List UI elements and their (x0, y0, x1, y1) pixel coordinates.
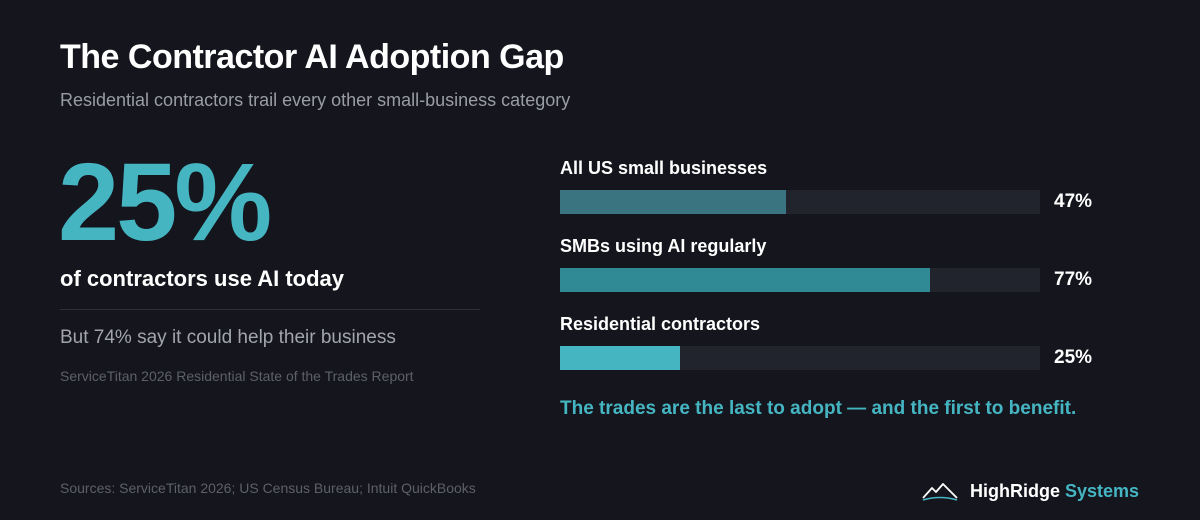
headline-stat-value: 25% (58, 141, 272, 264)
brand-logo: HighRidge Systems (922, 478, 1139, 504)
page-title: The Contractor AI Adoption Gap (60, 38, 564, 76)
bar-value-label: 25% (1054, 347, 1093, 368)
sources-footnote: Sources: ServiceTitan 2026; US Census Bu… (60, 480, 476, 496)
bar-category-label: All US small businesses (560, 158, 768, 178)
bar-category-label: SMBs using AI regularly (560, 236, 767, 256)
bar (560, 190, 786, 214)
headline-stat-caption: of contractors use AI today (60, 266, 345, 291)
bar-row: SMBs using AI regularly 77% (560, 236, 1140, 306)
page-subtitle: Residential contractors trail every othe… (60, 90, 571, 110)
stat-divider (60, 309, 480, 310)
bar-row: All US small businesses 47% (560, 158, 1140, 228)
brand-name-accent: Systems (1065, 480, 1140, 501)
headline-stat-note: But 74% say it could help their business (60, 327, 396, 348)
bar-track (560, 346, 1040, 370)
bar-value-label: 77% (1054, 269, 1093, 290)
bar-category-label: Residential contractors (560, 314, 761, 334)
bar (560, 268, 930, 292)
bar-value-label: 47% (1054, 191, 1093, 212)
bar (560, 346, 680, 370)
bar-track (560, 268, 1040, 292)
bar-row: Residential contractors 25% (560, 314, 1140, 384)
brand-name: HighRidge (970, 480, 1060, 501)
headline-stat-source: ServiceTitan 2026 Residential State of t… (60, 368, 414, 384)
bar-track (560, 190, 1040, 214)
mountain-icon (922, 483, 958, 501)
tagline: The trades are the last to adopt — and t… (560, 398, 1077, 419)
